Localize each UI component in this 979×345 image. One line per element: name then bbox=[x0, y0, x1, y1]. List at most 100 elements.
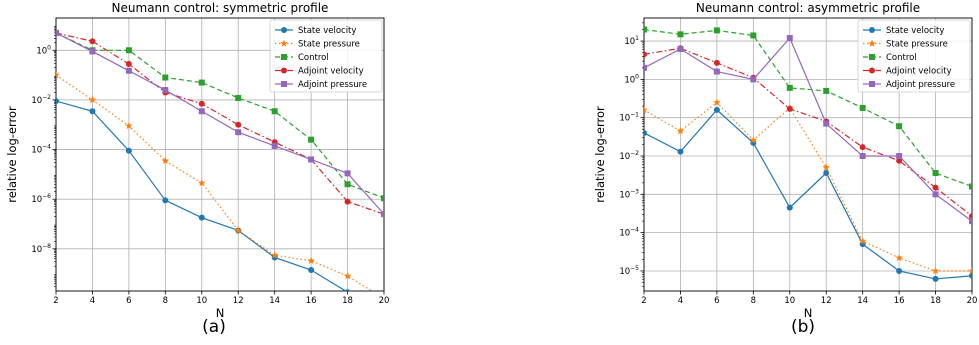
data-point-state-pressure bbox=[644, 105, 648, 114]
legend-marker-state-pressure bbox=[280, 39, 288, 47]
data-point-adjoint-velocity bbox=[198, 100, 205, 107]
data-point-state-pressure bbox=[343, 272, 352, 280]
data-point-adjoint-pressure bbox=[89, 48, 96, 55]
y-axis-label: relative log-error bbox=[593, 106, 607, 203]
data-point-state-velocity bbox=[644, 129, 647, 136]
data-point-control bbox=[162, 74, 169, 81]
data-point-adjoint-pressure bbox=[308, 156, 315, 163]
x-tick-label: 10 bbox=[784, 296, 795, 306]
data-point-state-velocity bbox=[823, 170, 830, 177]
x-axis-label: N bbox=[804, 306, 813, 320]
data-point-state-pressure bbox=[713, 98, 721, 106]
legend-marker-state-velocity bbox=[281, 27, 287, 33]
data-point-state-pressure bbox=[125, 121, 133, 130]
legend-marker-state-velocity bbox=[869, 27, 875, 33]
legend-label-adjoint-pressure: Adjoint pressure bbox=[298, 80, 367, 90]
series-line-adjoint-pressure bbox=[644, 36, 972, 222]
y-tick-label: 10−5 bbox=[619, 265, 639, 277]
data-point-adjoint-pressure bbox=[823, 120, 830, 127]
data-point-adjoint-velocity bbox=[235, 121, 242, 128]
y-tick-label: 101 bbox=[624, 35, 639, 47]
legend-label-adjoint-velocity: Adjoint velocity bbox=[886, 67, 952, 77]
data-point-state-velocity bbox=[344, 289, 351, 291]
x-tick-label: 8 bbox=[751, 296, 756, 306]
data-point-adjoint-pressure bbox=[932, 191, 939, 198]
data-point-control bbox=[859, 104, 866, 111]
legend-marker-control bbox=[869, 54, 875, 60]
x-tick-label: 20 bbox=[379, 296, 390, 306]
data-point-adjoint-velocity bbox=[969, 213, 972, 220]
data-point-state-velocity bbox=[56, 98, 59, 105]
data-point-state-pressure bbox=[822, 163, 831, 171]
data-point-adjoint-velocity bbox=[89, 38, 96, 45]
x-tick-label: 14 bbox=[857, 296, 868, 306]
series-line-state-velocity bbox=[56, 100, 347, 291]
x-tick-label: 8 bbox=[163, 296, 168, 306]
data-point-state-velocity bbox=[162, 197, 169, 204]
legend-label-control: Control bbox=[298, 53, 329, 63]
x-tick-label: 2 bbox=[641, 296, 646, 306]
data-point-adjoint-pressure bbox=[969, 218, 972, 225]
x-tick-label: 4 bbox=[678, 296, 683, 306]
y-tick-label: 10−8 bbox=[31, 243, 51, 255]
data-point-state-pressure bbox=[676, 126, 685, 135]
series-group bbox=[644, 26, 972, 282]
data-point-state-velocity bbox=[786, 204, 793, 211]
x-tick-label: 6 bbox=[126, 296, 131, 306]
data-point-adjoint-velocity bbox=[932, 184, 939, 191]
legend-marker-adjoint-velocity bbox=[869, 67, 875, 74]
data-point-state-pressure bbox=[56, 71, 60, 79]
series-line-state-pressure bbox=[56, 74, 373, 291]
legend-box bbox=[857, 19, 971, 93]
data-point-adjoint-velocity bbox=[644, 51, 647, 58]
legend-marker-control bbox=[281, 54, 287, 60]
data-point-state-pressure bbox=[197, 178, 206, 187]
legend-marker-adjoint-velocity bbox=[281, 67, 287, 74]
grid bbox=[55, 18, 385, 291]
x-tick-label: 10 bbox=[196, 296, 207, 306]
legend-label-state-velocity: State velocity bbox=[298, 26, 356, 36]
data-point-adjoint-pressure bbox=[56, 29, 59, 36]
data-point-control bbox=[198, 79, 205, 86]
x-tick-label: 12 bbox=[233, 296, 244, 306]
data-point-control bbox=[125, 47, 132, 54]
data-point-state-pressure bbox=[749, 136, 758, 144]
data-point-adjoint-velocity bbox=[786, 105, 793, 112]
data-point-state-velocity bbox=[969, 272, 972, 279]
data-point-control bbox=[308, 136, 315, 143]
data-point-state-velocity bbox=[125, 147, 132, 154]
data-point-adjoint-pressure bbox=[198, 108, 205, 115]
data-point-state-pressure bbox=[307, 256, 315, 265]
x-tick-label: 16 bbox=[306, 296, 317, 306]
data-point-state-pressure bbox=[858, 237, 867, 245]
data-point-adjoint-pressure bbox=[713, 68, 720, 75]
x-tick-label: 2 bbox=[53, 296, 58, 306]
series-line-control bbox=[56, 32, 384, 199]
x-tick-label: 12 bbox=[821, 296, 832, 306]
legend-marker-adjoint-pressure bbox=[869, 81, 875, 87]
data-point-adjoint-pressure bbox=[677, 46, 684, 53]
data-point-adjoint-pressure bbox=[786, 35, 793, 42]
data-point-adjoint-pressure bbox=[162, 87, 169, 94]
y-tick-label: 10−2 bbox=[31, 94, 51, 106]
axes-frame bbox=[55, 17, 385, 292]
chart-panel-a: 2 4 6 8 10 12 14 16 18 20 10−8 10−6 10−4 10−2 100 Neuma… bbox=[5, 1, 389, 337]
data-point-control bbox=[896, 123, 903, 130]
data-point-state-velocity bbox=[932, 275, 939, 282]
data-point-state-pressure bbox=[895, 253, 903, 262]
series-line-control bbox=[644, 28, 972, 188]
y-tick-label: 10−6 bbox=[31, 193, 51, 205]
data-point-state-pressure bbox=[234, 226, 243, 234]
legend-box bbox=[269, 19, 383, 93]
legend: State velocity State pressure Control Adjoi… bbox=[269, 19, 383, 93]
legend-marker-adjoint-pressure bbox=[281, 81, 287, 87]
data-point-adjoint-pressure bbox=[381, 211, 384, 218]
data-point-control bbox=[823, 87, 830, 94]
chart-panel-b: 2 4 6 8 10 12 14 16 18 20 10−5 10−4 10−3 10−2 10−1 100 1… bbox=[593, 1, 977, 337]
x-tick-label: 16 bbox=[894, 296, 905, 306]
data-point-adjoint-pressure bbox=[235, 129, 242, 136]
series-group bbox=[56, 29, 384, 291]
data-point-control bbox=[969, 183, 972, 190]
data-point-state-pressure bbox=[968, 266, 972, 275]
chart-title: Neumann control: asymmetric profile bbox=[696, 1, 920, 15]
